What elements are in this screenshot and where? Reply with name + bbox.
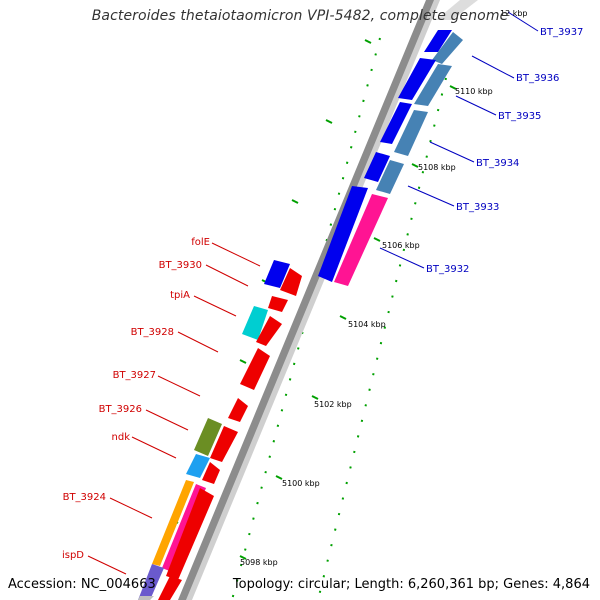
gene-ispD-grey[interactable] [138,596,154,600]
scale-dotted-lines [231,37,447,600]
gene-label-BT_3930[interactable]: BT_3930 [159,260,202,271]
topology-info: Topology: circular; Length: 6,260,361 bp… [232,577,590,592]
gene-BT_3937-steel[interactable] [432,32,463,64]
gene-BT_3930b[interactable] [268,296,288,312]
forward-genes[interactable] [318,30,463,286]
accession-info: Accession: NC_004663 [8,577,156,592]
gene-ispD-red[interactable] [158,576,182,600]
gene-label-BT_3934[interactable]: BT_3934 [476,158,519,169]
gene-BT_3935-steel[interactable] [394,110,428,156]
gene-label-BT_3926[interactable]: BT_3926 [99,404,142,415]
gene-label-BT_3935[interactable]: BT_3935 [498,111,541,122]
gene-label-folE[interactable]: folE [191,237,210,248]
tick-label: 5102 kbp [314,400,352,409]
label-connectors-forward [379,11,539,269]
gene-label-BT_3924[interactable]: BT_3924 [63,492,106,503]
gene-BT_3936-blue[interactable] [398,58,436,100]
genome-title: Bacteroides thetaiotaomicron VPI-5482, c… [91,8,509,24]
tick-label: 5100 kbp [282,479,320,488]
forward-gene-labels: BT_3932 BT_3933 BT_3934 BT_3935 BT_3936 … [426,27,583,275]
scale-labels: 5098 kbp 5100 kbp 5102 kbp 5104 kbp 5106… [240,9,528,567]
reverse-genes[interactable] [138,260,302,600]
gene-label-BT_3928[interactable]: BT_3928 [131,327,174,338]
reverse-gene-labels: folE BT_3930 tpiA BT_3928 BT_3927 BT_392… [62,237,210,561]
tick-label: 5098 kbp [240,558,278,567]
gene-BT_3932-magenta[interactable] [334,194,388,286]
gene-ndk[interactable] [186,454,210,478]
gene-label-BT_3933[interactable]: BT_3933 [456,202,499,213]
gene-BT_3935-blue[interactable] [380,102,412,144]
gene-BT_3924-red[interactable] [166,488,214,580]
gene-label-ispD[interactable]: ispD [62,550,84,561]
label-connectors-reverse [87,242,261,575]
gene-label-tpiA[interactable]: tpiA [170,290,190,301]
gene-label-BT_3932[interactable]: BT_3932 [426,264,469,275]
gene-BT_3932-blue[interactable] [318,186,368,282]
gene-folE[interactable] [264,260,290,288]
gene-label-ndk[interactable]: ndk [112,432,131,443]
tick-label: 5108 kbp [418,163,456,172]
gene-BT_3934-steel[interactable] [376,160,404,194]
gene-BT_3926-olive[interactable] [194,418,222,456]
chromosome-backbone [178,0,478,600]
gene-label-BT_3927[interactable]: BT_3927 [113,370,156,381]
gene-BT_3927[interactable] [240,348,270,390]
gene-BT_3934-blue[interactable] [364,152,390,182]
tick-label: 12 kbp [500,9,528,18]
gene-label-BT_3936[interactable]: BT_3936 [516,73,559,84]
gene-BT_3930[interactable] [280,268,302,296]
gene-tpiA[interactable] [242,306,268,340]
tick-label: 5106 kbp [382,241,420,250]
gene-BT_3928[interactable] [256,316,282,346]
gene-ndk-red[interactable] [210,426,238,462]
gene-ndk-red2[interactable] [202,462,220,484]
gene-BT_3936-steel[interactable] [414,64,452,106]
gene-BT_3924-orange[interactable] [152,480,194,566]
tick-label: 5110 kbp [455,87,493,96]
tick-label: 5104 kbp [348,320,386,329]
gene-BT_3937-blue[interactable] [424,30,452,52]
gene-ispD[interactable] [138,564,164,600]
gene-label-BT_3937[interactable]: BT_3937 [540,27,583,38]
gene-BT_3926[interactable] [228,398,248,422]
